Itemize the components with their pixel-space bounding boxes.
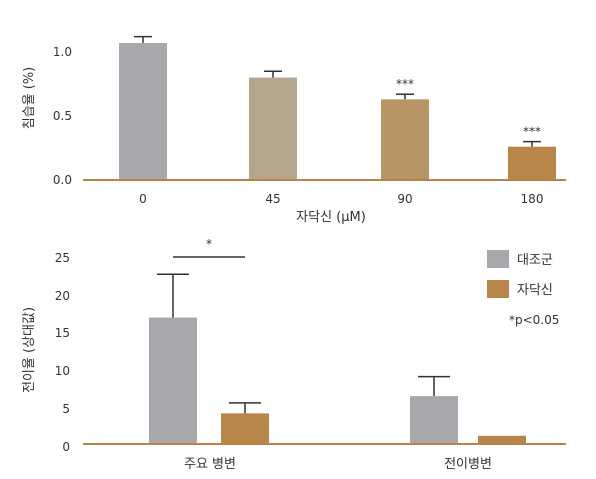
invasion-y-ticks: 1.0 0.5 0.0 bbox=[53, 45, 72, 187]
legend-swatch-control bbox=[487, 250, 509, 268]
metastasis-y-tick: 20 bbox=[55, 289, 70, 303]
invasion-x-axis-label: 자닥신 (μM) bbox=[296, 210, 366, 225]
metastasis-bar bbox=[149, 317, 197, 444]
invasion-y-axis-label: 침습율 (%) bbox=[22, 67, 37, 130]
invasion-bar bbox=[508, 146, 556, 180]
metastasis-y-tick: 15 bbox=[55, 326, 70, 340]
metastasis-x-tick: 전이병변 bbox=[444, 457, 492, 472]
invasion-y-tick: 0.5 bbox=[53, 109, 72, 123]
invasion-bar bbox=[381, 99, 429, 180]
metastasis-x-ticks: 주요 병변 전이병변 bbox=[184, 457, 492, 472]
metastasis-y-tick: 10 bbox=[55, 364, 70, 378]
invasion-x-tick: 45 bbox=[265, 192, 280, 206]
invasion-x-tick: 90 bbox=[397, 192, 412, 206]
metastasis-chart: 전이율 (상대값) 25 20 15 10 5 0 주요 병변 전이병변 * 대… bbox=[22, 237, 566, 472]
invasion-chart: 침습율 (%) 1.0 0.5 0.0 *** *** 0 45 90 180 자… bbox=[22, 35, 566, 225]
metastasis-y-tick: 0 bbox=[62, 440, 70, 454]
metastasis-y-tick: 25 bbox=[55, 251, 70, 265]
invasion-y-tick: 0.0 bbox=[53, 173, 72, 187]
metastasis-bars bbox=[149, 273, 526, 444]
invasion-bar bbox=[249, 77, 297, 180]
invasion-bars: *** *** bbox=[119, 35, 556, 180]
invasion-bar bbox=[119, 43, 167, 180]
invasion-x-tick: 0 bbox=[139, 192, 147, 206]
legend-note: *p<0.05 bbox=[509, 313, 559, 327]
invasion-x-ticks: 0 45 90 180 bbox=[139, 192, 543, 206]
metastasis-bar bbox=[221, 413, 269, 444]
legend-label-treatment: 자닥신 bbox=[517, 283, 553, 298]
metastasis-bar bbox=[410, 396, 458, 444]
invasion-x-tick: 180 bbox=[521, 192, 544, 206]
metastasis-bar bbox=[478, 435, 526, 444]
significance-label: *** bbox=[523, 125, 541, 139]
metastasis-y-tick: 5 bbox=[62, 402, 70, 416]
significance-label: *** bbox=[396, 77, 414, 91]
legend-label-control: 대조군 bbox=[517, 253, 553, 268]
metastasis-y-axis-label: 전이율 (상대값) bbox=[22, 307, 37, 393]
metastasis-y-ticks: 25 20 15 10 5 0 bbox=[55, 251, 70, 454]
legend-swatch-treatment bbox=[487, 280, 509, 298]
legend: 대조군 자닥신 *p<0.05 bbox=[487, 250, 559, 327]
invasion-y-tick: 1.0 bbox=[53, 45, 72, 59]
metastasis-x-tick: 주요 병변 bbox=[184, 457, 236, 472]
significance-bracket: * bbox=[173, 237, 245, 258]
significance-star: * bbox=[206, 237, 212, 251]
